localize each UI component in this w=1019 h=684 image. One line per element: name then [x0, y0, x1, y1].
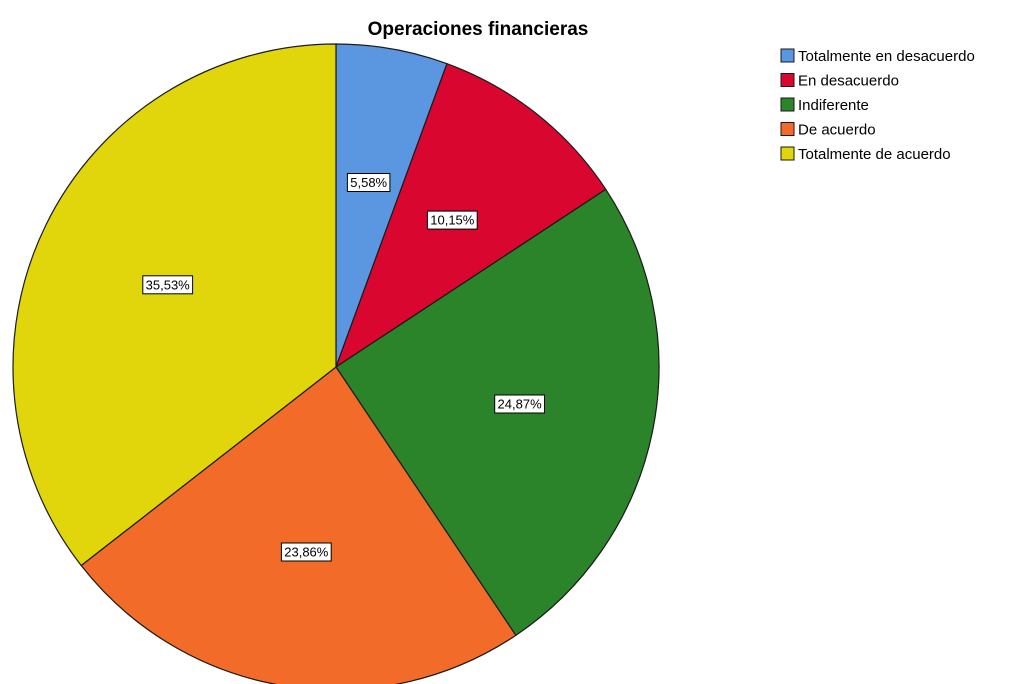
legend: Totalmente en desacuerdo En desacuerdo Ind…: [780, 48, 975, 163]
legend-label: Totalmente de acuerdo: [798, 146, 951, 163]
slice-label-indiferente: 24,87%: [494, 394, 546, 414]
slice-label-box: [280, 542, 332, 562]
legend-swatch: [780, 48, 795, 63]
legend-swatch: [780, 97, 795, 112]
pie-slice-de-acuerdo: [80, 366, 517, 684]
legend-label: Totalmente en desacuerdo: [798, 48, 975, 65]
legend-item-indiferente: Indiferente: [780, 97, 869, 114]
slice-label-text: 5,58%: [350, 175, 387, 190]
slice-label-totalmente-de-acuerdo: 35,53%: [142, 275, 194, 295]
slice-label-text: 10,15%: [430, 213, 475, 228]
slice-label-box: [142, 275, 194, 295]
pie-slice-totalmente-de-acuerdo: [12, 43, 337, 567]
slice-labels: 5,58% 10,15% 24,87% 23,86% 35,53%: [142, 173, 546, 562]
chart-title: Operaciones financieras: [368, 19, 589, 40]
slice-label-en-desacuerdo: 10,15%: [426, 210, 478, 230]
legend-item-de-acuerdo: De acuerdo: [780, 122, 876, 139]
slice-label-totalmente-en-desacuerdo: 5,58%: [346, 173, 391, 192]
slice-label-text: 23,86%: [284, 545, 329, 560]
legend-label: En desacuerdo: [798, 73, 899, 90]
pie-slices: [12, 43, 660, 684]
slice-label-box: [426, 210, 478, 230]
legend-swatch: [780, 146, 795, 161]
slice-label-text: 35,53%: [146, 277, 191, 292]
slice-label-text: 24,87%: [498, 397, 543, 412]
legend-swatch: [780, 73, 795, 87]
legend-item-totalmente-de-acuerdo: Totalmente de acuerdo: [780, 146, 951, 163]
legend-swatch: [780, 122, 795, 136]
slice-label-box: [346, 173, 391, 192]
legend-label: De acuerdo: [798, 122, 876, 139]
slice-label-de-acuerdo: 23,86%: [280, 542, 332, 562]
legend-item-totalmente-en-desacuerdo: Totalmente en desacuerdo: [780, 48, 975, 65]
legend-label: Indiferente: [798, 97, 869, 114]
legend-item-en-desacuerdo: En desacuerdo: [780, 73, 899, 90]
slice-label-box: [494, 394, 546, 414]
